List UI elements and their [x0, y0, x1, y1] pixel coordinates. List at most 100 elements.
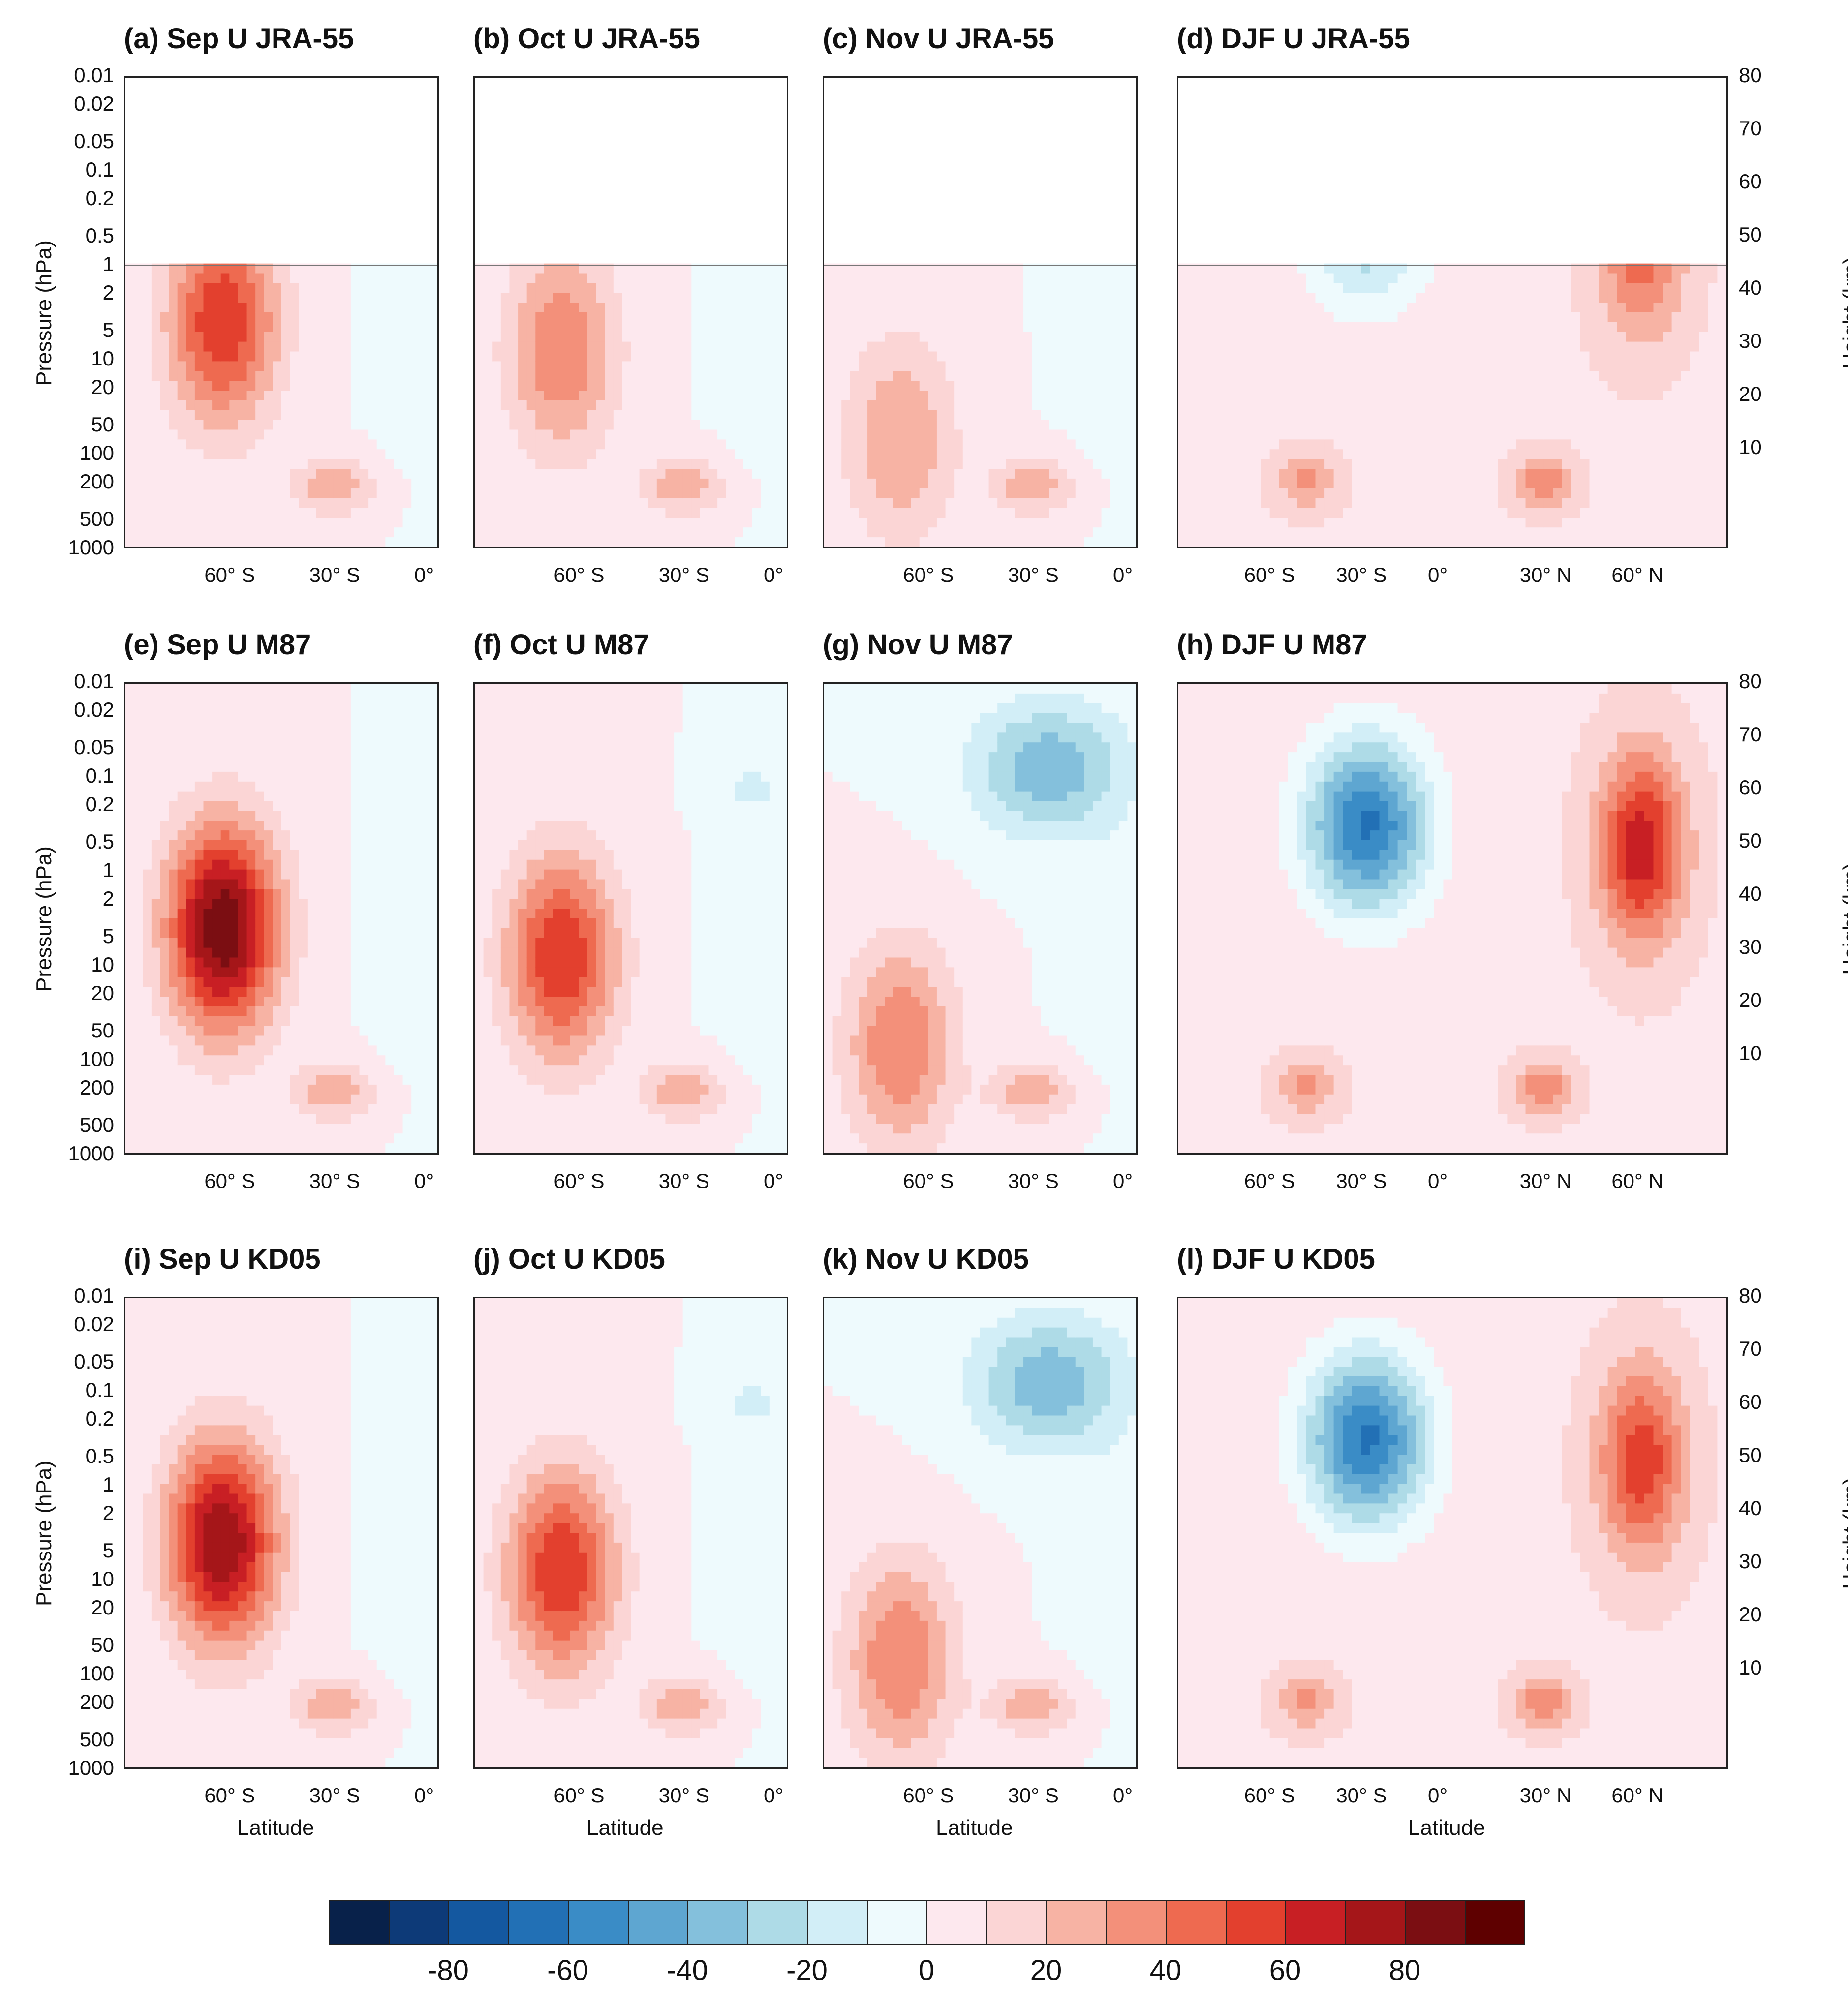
field-cell — [622, 488, 631, 499]
field-cell — [867, 498, 877, 509]
field-cell — [717, 478, 727, 489]
field-cell — [307, 97, 317, 108]
field-cell — [526, 234, 536, 244]
field-cell — [682, 283, 692, 293]
field-cell — [708, 332, 718, 342]
field-cell — [1075, 224, 1084, 235]
field-cell — [160, 117, 169, 127]
field-cell — [402, 400, 412, 411]
field-cell — [570, 214, 579, 225]
field-cell — [483, 459, 493, 469]
field-cell — [402, 293, 412, 303]
field-cell — [553, 303, 562, 313]
field-cell — [394, 107, 403, 118]
field-cell — [402, 78, 412, 88]
field-cell — [665, 273, 675, 283]
field-cell — [238, 391, 247, 401]
field-cell — [220, 117, 230, 127]
field-cell — [1015, 478, 1024, 489]
field-cell — [561, 391, 571, 401]
field-cell — [1049, 420, 1059, 430]
field-cell — [639, 420, 648, 430]
field-cell — [299, 195, 308, 205]
field-cell — [1032, 126, 1041, 137]
field-cell — [761, 459, 770, 469]
field-cell — [411, 498, 421, 509]
field-cell — [639, 459, 648, 469]
field-cell — [307, 459, 317, 469]
field-cell — [264, 136, 273, 147]
field-cell — [1067, 361, 1076, 371]
field-cell — [1084, 322, 1093, 333]
field-cell — [613, 156, 622, 166]
field-cell — [622, 273, 631, 283]
field-cell — [212, 205, 221, 215]
field-cell — [824, 224, 833, 235]
field-cell — [385, 78, 395, 88]
field-cell — [1023, 195, 1033, 205]
field-cell — [212, 459, 221, 469]
field-cell — [509, 253, 519, 264]
field-cell — [832, 263, 842, 274]
field-cell — [420, 244, 429, 254]
field-cell — [203, 293, 213, 303]
field-cell — [544, 341, 554, 352]
field-cell — [475, 439, 484, 450]
field-cell — [587, 537, 597, 547]
field-cell — [1049, 78, 1059, 88]
field-cell — [316, 224, 325, 235]
field-cell — [160, 165, 169, 176]
field-cell — [509, 273, 519, 283]
field-cell — [350, 332, 360, 342]
field-cell — [492, 488, 501, 499]
field-cell — [509, 146, 519, 156]
field-cell — [1084, 459, 1093, 469]
field-cell — [928, 410, 937, 421]
field-cell — [1023, 107, 1033, 118]
field-cell — [177, 165, 186, 176]
field-cell — [1041, 508, 1050, 518]
field-cell — [359, 459, 369, 469]
field-cell — [544, 410, 554, 421]
field-cell — [420, 459, 429, 469]
field-cell — [509, 234, 519, 244]
field-cell — [596, 498, 605, 509]
field-cell — [682, 224, 692, 235]
field-cell — [587, 136, 597, 147]
field-cell — [743, 439, 753, 450]
field-cell — [273, 273, 282, 283]
field-cell — [726, 439, 735, 450]
field-cell — [936, 439, 946, 450]
field-cell — [613, 273, 622, 283]
field-cell — [587, 341, 597, 352]
field-cell — [988, 459, 998, 469]
field-cell — [752, 322, 761, 333]
field-cell — [962, 244, 972, 254]
field-cell — [134, 78, 143, 88]
field-cell — [1032, 78, 1041, 88]
field-cell — [778, 263, 787, 274]
field-cell — [708, 391, 718, 401]
field-cell — [553, 107, 562, 118]
field-cell — [613, 498, 622, 509]
field-cell — [648, 371, 657, 381]
field-cell — [246, 498, 256, 509]
field-cell — [299, 224, 308, 235]
field-cell — [229, 371, 239, 381]
field-cell — [333, 175, 342, 186]
field-cell — [665, 117, 675, 127]
field-cell — [411, 293, 421, 303]
field-cell — [639, 146, 648, 156]
field-cell — [752, 341, 761, 352]
field-cell — [246, 527, 256, 538]
field-cell — [761, 165, 770, 176]
pressure-tick-label: 1000 — [68, 536, 114, 559]
field-cell — [631, 351, 640, 362]
field-cell — [859, 439, 868, 450]
field-cell — [255, 371, 265, 381]
field-cell — [928, 449, 937, 459]
field-cell — [1084, 126, 1093, 137]
field-cell — [893, 469, 903, 479]
field-cell — [778, 214, 787, 225]
field-cell — [325, 429, 334, 440]
